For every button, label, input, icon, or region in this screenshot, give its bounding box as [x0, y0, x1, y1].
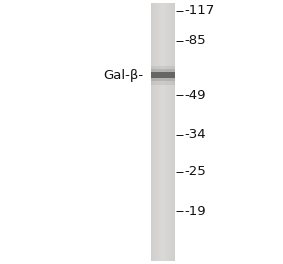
Text: -117: -117 — [184, 4, 214, 17]
Bar — [151, 72, 175, 78]
Bar — [151, 66, 175, 85]
Text: -49: -49 — [184, 88, 205, 102]
Text: Gal-β-: Gal-β- — [103, 69, 143, 82]
Text: -25: -25 — [184, 165, 206, 178]
Text: -34: -34 — [184, 128, 205, 141]
Bar — [151, 69, 175, 81]
Text: -19: -19 — [184, 205, 205, 218]
Text: -85: -85 — [184, 34, 205, 48]
